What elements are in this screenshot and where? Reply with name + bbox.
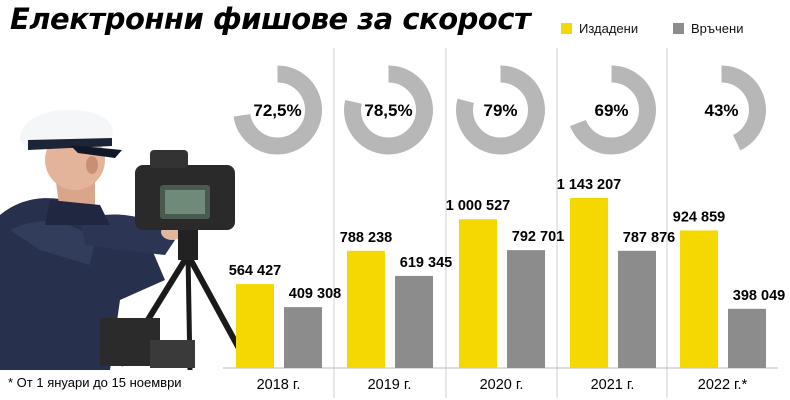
value-label-delivered: 398 049 [733, 288, 785, 304]
bar-delivered [284, 307, 322, 368]
legend-swatch-delivered [673, 22, 684, 34]
value-label-delivered: 619 345 [400, 255, 452, 271]
percent-label: 79% [483, 101, 517, 120]
percent-label: 69% [594, 101, 628, 120]
percent-label: 72,5% [253, 101, 301, 120]
officer-with-speed-camera-illustration [0, 109, 251, 371]
legend-label-issued: Издадени [579, 20, 639, 36]
percent-donut [677, 65, 766, 155]
percent-donut [233, 65, 322, 155]
year-label: 2022 г.* [698, 377, 748, 393]
bar-delivered [507, 250, 545, 368]
bar-issued [236, 284, 274, 368]
legend-item-delivered: Връчени [673, 20, 743, 36]
percent-label: 78,5% [364, 101, 412, 120]
value-label-delivered: 409 308 [289, 286, 341, 302]
bar-delivered [395, 275, 433, 368]
chart-title: Електронни фишове за скорост [10, 2, 531, 36]
bar-issued [680, 230, 718, 368]
percent-donut [344, 65, 433, 155]
legend-item-issued: Издадени [561, 20, 638, 36]
footnote: * От 1 януари до 15 ноември [8, 375, 182, 390]
bar-issued [570, 198, 608, 368]
year-label: 2018 г. [257, 377, 301, 393]
percent-donut [456, 65, 545, 155]
value-label-delivered: 787 876 [623, 230, 675, 246]
year-label: 2021 г. [591, 377, 635, 393]
year-label: 2020 г. [480, 377, 524, 393]
value-label-issued: 1 000 527 [446, 198, 511, 214]
year-label: 2019 г. [368, 377, 412, 393]
percent-donut [567, 65, 656, 155]
bar-issued [459, 219, 497, 368]
percent-label: 43% [704, 101, 738, 120]
value-label-issued: 924 859 [673, 209, 725, 225]
legend-label-delivered: Връчени [691, 20, 744, 36]
bar-delivered [728, 308, 766, 368]
value-label-issued: 1 143 207 [557, 177, 622, 193]
legend-swatch-issued [561, 22, 572, 34]
value-label-delivered: 792 701 [512, 229, 564, 245]
value-label-issued: 788 238 [340, 230, 392, 246]
bar-delivered [618, 250, 656, 368]
bar-issued [347, 250, 385, 368]
value-label-issued: 564 427 [229, 263, 281, 279]
